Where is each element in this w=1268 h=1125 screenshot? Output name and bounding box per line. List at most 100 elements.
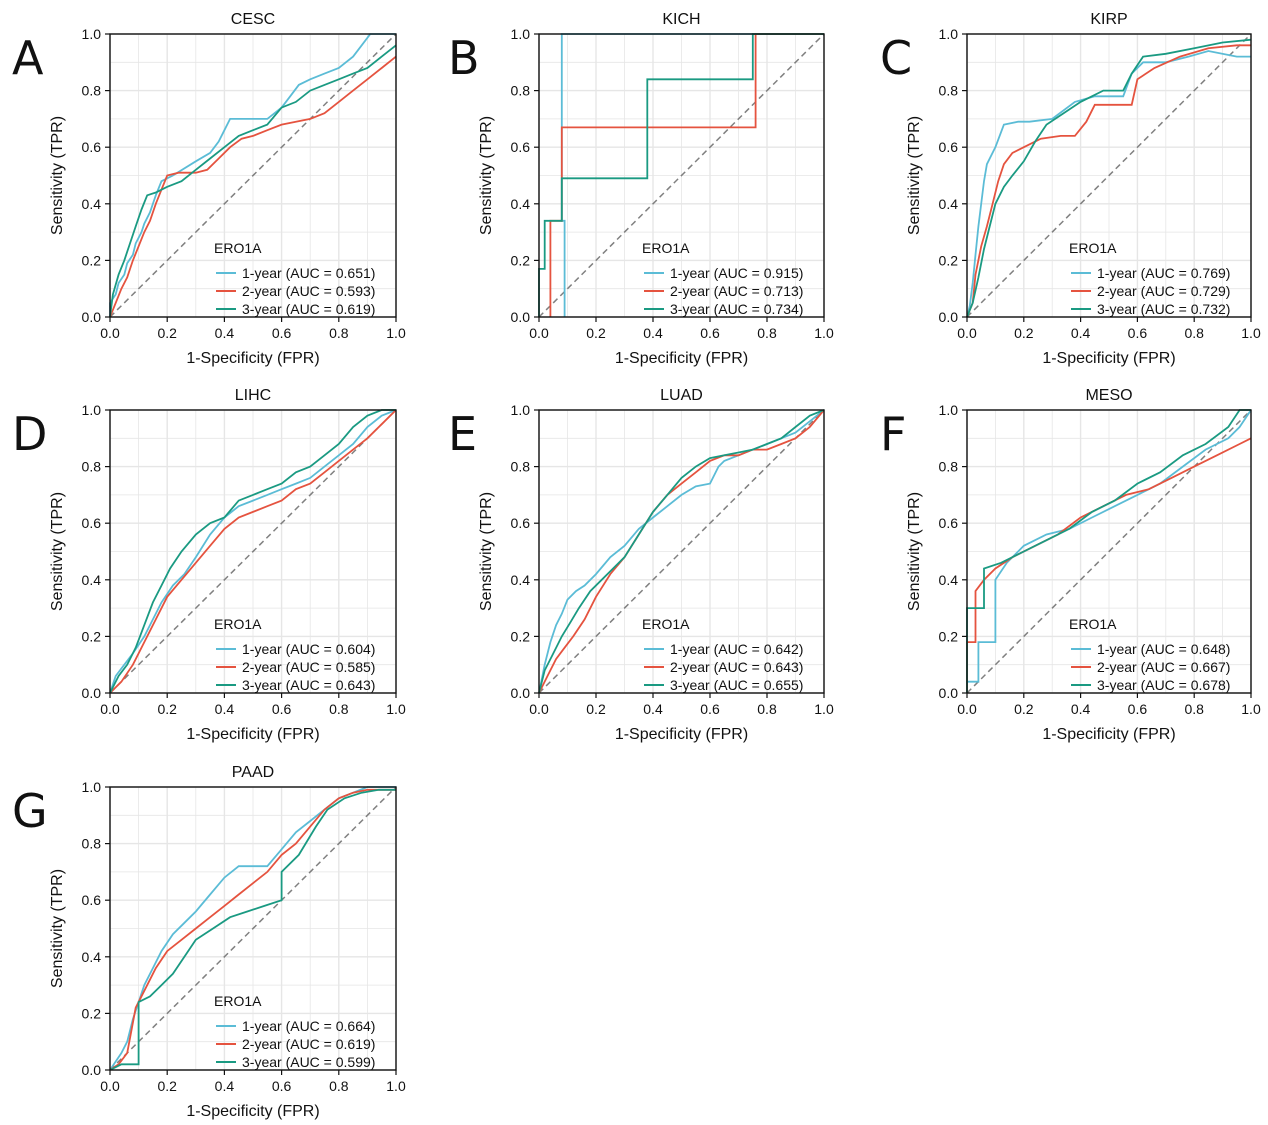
y-tick-label: 0.8 [939, 83, 959, 99]
y-tick-label: 0.6 [939, 515, 959, 531]
x-axis-label: 1-Specificity (FPR) [615, 726, 748, 743]
x-axis-label: 1-Specificity (FPR) [186, 1103, 319, 1120]
y-tick-label: 0.6 [511, 139, 531, 155]
y-tick-label: 0.4 [511, 196, 531, 212]
x-tick-label: 0.0 [529, 325, 549, 341]
x-tick-label: 0.8 [757, 701, 777, 717]
roc-panel-meso: F MESO 0.0 0.2 0.4 0.6 0.8 1.0 0.0 0.2 0.4 0.6 0.8 1.… [880, 387, 1261, 743]
legend-entry-1-year: 1-year (AUC = 0.604) [242, 641, 375, 657]
y-tick-label: 0.2 [82, 1005, 102, 1021]
y-tick-label: 0.8 [939, 459, 959, 475]
x-tick-label: 0.0 [100, 1078, 120, 1094]
x-tick-label: 1.0 [814, 325, 834, 341]
y-tick-label: 0.2 [511, 628, 531, 644]
plot-frame [109, 33, 397, 318]
panel-title: CESC [231, 11, 275, 28]
x-tick-label: 0.6 [700, 325, 720, 341]
y-axis-label: Sensitivity (TPR) [49, 116, 66, 235]
x-tick-label: 0.6 [272, 325, 292, 341]
x-tick-label: 0.2 [1014, 701, 1034, 717]
legend: ERO1A 1-year (AUC = 0.664) 2-year (AUC = 0… [214, 993, 375, 1070]
diagonal-reference-line [966, 33, 1252, 318]
x-tick-label: 1.0 [386, 1078, 406, 1094]
panel-title: MESO [1085, 387, 1132, 404]
legend-title: ERO1A [1069, 240, 1117, 256]
y-tick-label: 0.0 [82, 1062, 102, 1078]
legend-title: ERO1A [642, 240, 690, 256]
x-tick-label: 0.2 [157, 701, 177, 717]
y-tick-label: 0.0 [511, 685, 531, 701]
x-tick-label: 0.8 [329, 701, 349, 717]
diagonal-reference-line [109, 33, 397, 318]
x-tick-label: 1.0 [386, 701, 406, 717]
roc-curve-3-year [966, 409, 1251, 693]
legend-entry-2-year: 2-year (AUC = 0.729) [1097, 283, 1230, 299]
legend-entry-1-year: 1-year (AUC = 0.769) [1097, 265, 1230, 281]
legend-entry-2-year: 2-year (AUC = 0.585) [242, 659, 375, 675]
legend-entry-3-year: 3-year (AUC = 0.655) [670, 677, 803, 693]
y-tick-label: 1.0 [939, 26, 959, 42]
roc-curve-2-year [109, 409, 397, 694]
x-tick-label: 1.0 [1241, 701, 1261, 717]
roc-panel-luad: E LUAD 0.0 0.2 0.4 0.6 0.8 1.0 0.0 0.2 0.4 0.6 0.8 1.… [448, 387, 834, 743]
roc-curve-2-year [966, 44, 1251, 318]
y-tick-label: 0.2 [82, 252, 102, 268]
x-tick-label: 0.0 [100, 325, 120, 341]
x-tick-label: 1.0 [814, 701, 834, 717]
panel-letter: F [880, 407, 906, 461]
y-tick-label: 1.0 [82, 26, 102, 42]
plot-frame [109, 786, 397, 1071]
y-axis-label: Sensitivity (TPR) [906, 492, 923, 611]
plot-frame [966, 33, 1252, 318]
legend-entry-1-year: 1-year (AUC = 0.651) [242, 265, 375, 281]
x-tick-label: 0.4 [215, 701, 235, 717]
roc-curve-3-year [109, 409, 396, 694]
plot-frame [538, 33, 825, 318]
legend-title: ERO1A [214, 240, 262, 256]
legend-entry-3-year: 3-year (AUC = 0.734) [670, 301, 803, 317]
diagonal-reference-line [109, 409, 397, 694]
roc-panel-cesc: A CESC 0.0 0.2 0.4 0.6 0.8 1.0 0.0 0.2 0.4 0.6 0.8 1.… [12, 11, 406, 367]
x-tick-label: 0.6 [1128, 701, 1148, 717]
legend-title: ERO1A [214, 993, 262, 1009]
x-tick-label: 0.6 [272, 701, 292, 717]
y-tick-label: 0.8 [82, 83, 102, 99]
panel-title: LIHC [235, 387, 271, 404]
y-tick-label: 0.2 [82, 628, 102, 644]
y-tick-label: 0.6 [82, 892, 102, 908]
y-tick-label: 1.0 [939, 402, 959, 418]
x-tick-label: 0.0 [957, 325, 977, 341]
x-tick-label: 0.6 [1128, 325, 1148, 341]
legend-entry-2-year: 2-year (AUC = 0.667) [1097, 659, 1230, 675]
panel-title: PAAD [232, 764, 274, 781]
x-tick-label: 0.2 [586, 325, 606, 341]
roc-curve-3-year [109, 44, 397, 318]
roc-curve-3-year [538, 33, 824, 317]
panel-title: LUAD [660, 387, 703, 404]
diagonal-reference-line [538, 33, 825, 318]
legend-title: ERO1A [642, 616, 690, 632]
legend-entry-2-year: 2-year (AUC = 0.619) [242, 1036, 375, 1052]
roc-curve-1-year [109, 409, 397, 694]
x-tick-label: 0.4 [1071, 325, 1091, 341]
x-tick-label: 0.4 [215, 1078, 235, 1094]
y-axis-label: Sensitivity (TPR) [49, 492, 66, 611]
y-tick-label: 0.4 [82, 196, 102, 212]
legend: ERO1A 1-year (AUC = 0.769) 2-year (AUC = 0… [1069, 240, 1230, 317]
roc-curve-2-year [109, 55, 397, 318]
y-axis-label: Sensitivity (TPR) [478, 492, 495, 611]
legend-entry-3-year: 3-year (AUC = 0.619) [242, 301, 375, 317]
x-tick-label: 0.4 [643, 325, 663, 341]
y-tick-label: 0.6 [511, 515, 531, 531]
panel-letter: A [12, 31, 44, 85]
x-tick-label: 0.8 [757, 325, 777, 341]
y-axis-label: Sensitivity (TPR) [906, 116, 923, 235]
y-tick-label: 0.4 [939, 572, 959, 588]
legend-entry-2-year: 2-year (AUC = 0.593) [242, 283, 375, 299]
legend-entry-1-year: 1-year (AUC = 0.915) [670, 265, 803, 281]
y-tick-label: 1.0 [511, 26, 531, 42]
x-tick-label: 0.4 [215, 325, 235, 341]
roc-curve-3-year [538, 409, 825, 694]
y-tick-label: 1.0 [511, 402, 531, 418]
